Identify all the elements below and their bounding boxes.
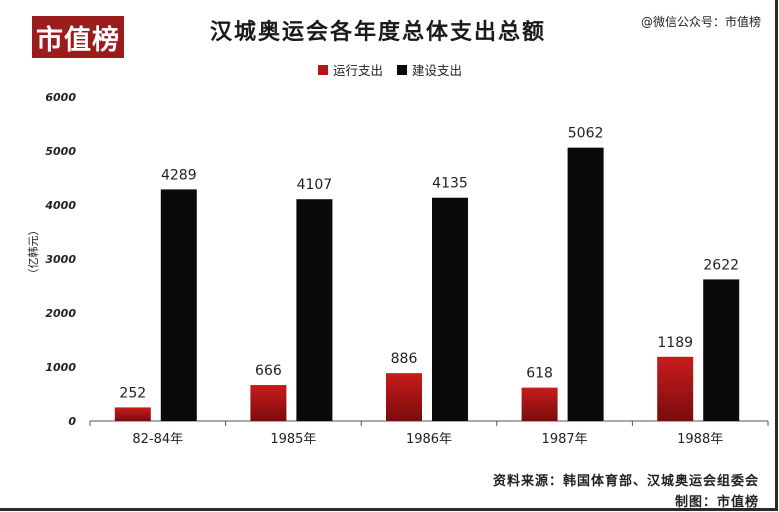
legend-label-construction: 建设支出	[412, 63, 463, 78]
data-label: 252	[119, 385, 146, 401]
y-tick-label: 3000	[45, 253, 76, 266]
wechat-account: @微信公众号：市值榜	[640, 15, 761, 29]
bar-construction	[703, 279, 740, 421]
data-label: 1189	[657, 335, 693, 351]
data-label: 5062	[568, 126, 604, 142]
chart-maker: 制图：市值榜	[674, 495, 759, 510]
chart-title: 汉城奥运会各年度总体支出总额	[210, 20, 547, 45]
data-label: 4289	[161, 167, 197, 183]
data-label: 4107	[297, 177, 333, 193]
data-label: 4135	[432, 176, 468, 192]
y-tick-label: 5000	[45, 145, 76, 158]
data-label: 2622	[703, 257, 739, 273]
y-tick-label: 2000	[45, 307, 76, 320]
y-tick-label: 0	[68, 415, 76, 428]
bar-construction	[296, 199, 333, 421]
data-source: 资料来源：韩国体育部、汉城奥运会组委会	[492, 474, 759, 489]
y-tick-label: 4000	[44, 199, 76, 212]
bar-operating	[386, 373, 422, 421]
bar-operating	[521, 387, 558, 421]
chart-legend: 运行支出 建设支出	[318, 60, 476, 79]
legend-swatch-construction	[397, 64, 408, 75]
data-label: 886	[391, 351, 418, 367]
bar-construction	[567, 147, 604, 422]
x-tick-label: 82-84年	[132, 432, 183, 447]
bar-operating	[114, 407, 151, 421]
legend-label-operating: 运行支出	[333, 63, 384, 78]
brand-logo: 市值榜	[32, 16, 124, 58]
legend-item-operating: 运行支出	[318, 60, 383, 79]
data-label: 618	[526, 366, 553, 382]
x-tick-label: 1988年	[677, 432, 723, 447]
bar-construction	[432, 197, 468, 421]
x-tick-label: 1986年	[406, 432, 452, 447]
bar-construction	[160, 189, 197, 421]
legend-item-construction: 建设支出	[397, 60, 462, 79]
data-label: 666	[255, 363, 282, 379]
x-tick-label: 1987年	[542, 432, 588, 447]
bar-operating	[657, 356, 694, 421]
x-tick-label: 1985年	[270, 432, 316, 447]
bar-operating	[250, 385, 287, 421]
y-tick-label: 1000	[45, 361, 76, 374]
legend-swatch-operating	[318, 64, 328, 75]
y-tick-label: 6000	[45, 91, 76, 104]
